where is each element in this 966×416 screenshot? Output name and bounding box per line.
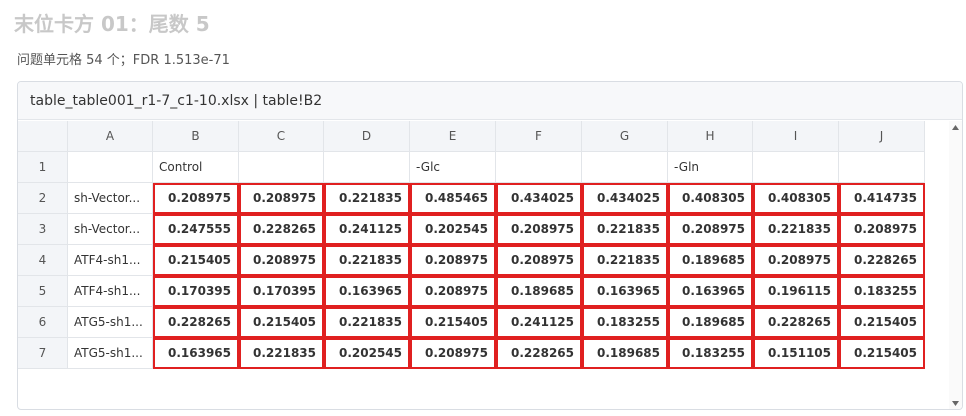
flagged-cell[interactable]: 0.434025 [582, 183, 668, 214]
cell[interactable]: ATG5-sh1... [68, 307, 153, 338]
flagged-cell[interactable]: 0.183255 [839, 276, 925, 307]
row-number[interactable]: 3 [18, 214, 68, 245]
flagged-cell[interactable]: 0.189685 [582, 338, 668, 369]
flagged-cell[interactable]: 0.208975 [239, 245, 324, 276]
flagged-cell[interactable]: 0.221835 [324, 307, 410, 338]
column-header[interactable]: E [410, 121, 496, 152]
flagged-cell[interactable]: 0.208975 [753, 245, 839, 276]
column-header[interactable]: C [239, 121, 324, 152]
cell[interactable] [239, 152, 324, 183]
flagged-cell[interactable]: 0.163965 [324, 276, 410, 307]
flagged-cell[interactable]: 0.208975 [410, 245, 496, 276]
flagged-cell[interactable]: 0.221835 [324, 245, 410, 276]
cell[interactable] [68, 152, 153, 183]
flagged-cell[interactable]: 0.208975 [496, 245, 582, 276]
flagged-cell[interactable]: 0.208975 [496, 214, 582, 245]
flagged-cell[interactable]: 0.208975 [410, 276, 496, 307]
row-number[interactable]: 7 [18, 338, 68, 369]
flagged-cell[interactable]: 0.202545 [324, 338, 410, 369]
cell[interactable]: ATG5-sh1... [68, 338, 153, 369]
flagged-cell[interactable]: 0.215405 [153, 245, 239, 276]
flagged-cell[interactable]: 0.221835 [324, 183, 410, 214]
flagged-cell[interactable]: 0.163965 [668, 276, 753, 307]
file-bar: table_table001_r1-7_c1-10.xlsx | table!B… [18, 82, 962, 120]
column-header[interactable]: J [839, 121, 925, 152]
flagged-cell[interactable]: 0.228265 [239, 214, 324, 245]
cell[interactable]: ATF4-sh1... [68, 245, 153, 276]
flagged-cell[interactable]: 0.215405 [839, 307, 925, 338]
flagged-cell[interactable]: 0.221835 [582, 214, 668, 245]
column-header[interactable]: G [582, 121, 668, 152]
column-header[interactable]: F [496, 121, 582, 152]
flagged-cell[interactable]: 0.221835 [582, 245, 668, 276]
flagged-cell[interactable]: 0.485465 [410, 183, 496, 214]
column-header[interactable]: D [324, 121, 410, 152]
flagged-cell[interactable]: 0.247555 [153, 214, 239, 245]
flagged-cell[interactable]: 0.228265 [496, 338, 582, 369]
cell[interactable]: Control [153, 152, 239, 183]
flagged-cell[interactable]: 0.221835 [753, 214, 839, 245]
cell[interactable]: ATF4-sh1... [68, 276, 153, 307]
sheet-panel: table_table001_r1-7_c1-10.xlsx | table!B… [17, 81, 963, 410]
row-number[interactable]: 6 [18, 307, 68, 338]
cell[interactable]: -Gln [668, 152, 753, 183]
flagged-cell[interactable]: 0.208975 [839, 214, 925, 245]
flagged-cell[interactable]: 0.414735 [839, 183, 925, 214]
flagged-cell[interactable]: 0.241125 [496, 307, 582, 338]
cell[interactable] [324, 152, 410, 183]
column-header[interactable]: H [668, 121, 753, 152]
title: 末位卡方 01：尾数 5 [14, 12, 210, 36]
flagged-cell[interactable]: 0.208975 [410, 338, 496, 369]
flagged-cell[interactable]: 0.434025 [496, 183, 582, 214]
flagged-cell[interactable]: 0.215405 [839, 338, 925, 369]
flagged-cell[interactable]: 0.183255 [582, 307, 668, 338]
cell[interactable] [753, 152, 839, 183]
row-number[interactable]: 1 [18, 152, 68, 183]
column-header[interactable]: B [153, 121, 239, 152]
cell[interactable] [496, 152, 582, 183]
flagged-cell[interactable]: 0.221835 [239, 338, 324, 369]
flagged-cell[interactable]: 0.189685 [668, 307, 753, 338]
flagged-cell[interactable]: 0.189685 [668, 245, 753, 276]
flagged-cell[interactable]: 0.215405 [410, 307, 496, 338]
flagged-cell[interactable]: 0.408305 [668, 183, 753, 214]
flagged-cell[interactable]: 0.408305 [753, 183, 839, 214]
subtitle: 问题单元格 54 个；FDR 1.513e-71 [17, 53, 230, 68]
flagged-cell[interactable]: 0.215405 [239, 307, 324, 338]
cell[interactable]: -Glc [410, 152, 496, 183]
corner[interactable] [18, 121, 68, 152]
flagged-cell[interactable]: 0.208975 [239, 183, 324, 214]
cell[interactable] [582, 152, 668, 183]
flagged-cell[interactable]: 0.170395 [239, 276, 324, 307]
flagged-cell[interactable]: 0.183255 [668, 338, 753, 369]
flagged-cell[interactable]: 0.228265 [839, 245, 925, 276]
flagged-cell[interactable]: 0.208975 [153, 183, 239, 214]
flagged-cell[interactable]: 0.208975 [668, 214, 753, 245]
flagged-cell[interactable]: 0.228265 [753, 307, 839, 338]
flagged-cell[interactable]: 0.196115 [753, 276, 839, 307]
flagged-cell[interactable]: 0.228265 [153, 307, 239, 338]
column-header[interactable]: A [68, 121, 153, 152]
column-header[interactable]: I [753, 121, 839, 152]
flagged-cell[interactable]: 0.202545 [410, 214, 496, 245]
scrollbar[interactable] [949, 121, 962, 409]
flagged-cell[interactable]: 0.163965 [582, 276, 668, 307]
cell[interactable] [839, 152, 925, 183]
row-number[interactable]: 4 [18, 245, 68, 276]
flagged-cell[interactable]: 0.189685 [496, 276, 582, 307]
flagged-cell[interactable]: 0.170395 [153, 276, 239, 307]
cell[interactable]: sh-Vector... [68, 183, 153, 214]
flagged-cell[interactable]: 0.151105 [753, 338, 839, 369]
cell[interactable]: sh-Vector... [68, 214, 153, 245]
scroll-arrows [952, 125, 959, 406]
row-number[interactable]: 5 [18, 276, 68, 307]
flagged-cell[interactable]: 0.241125 [324, 214, 410, 245]
flagged-cell[interactable]: 0.163965 [153, 338, 239, 369]
row-number[interactable]: 2 [18, 183, 68, 214]
